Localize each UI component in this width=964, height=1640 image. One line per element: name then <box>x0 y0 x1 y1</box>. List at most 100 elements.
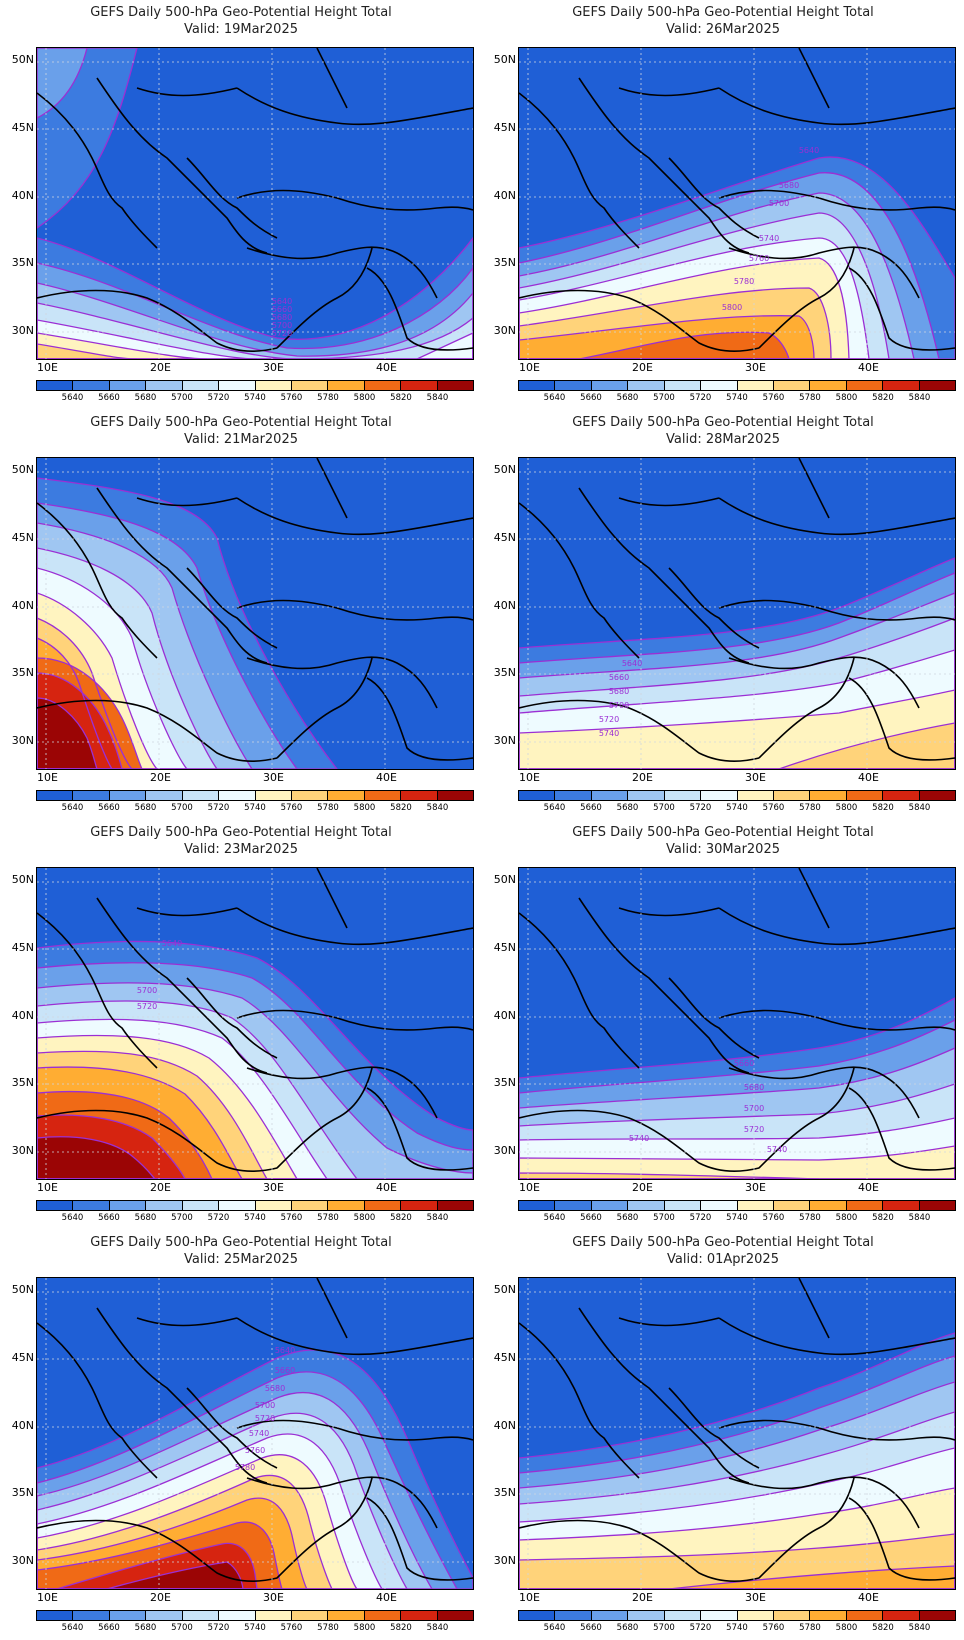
contour-line <box>778 722 955 769</box>
colorbar-swatch <box>291 791 329 800</box>
colorbar-swatch <box>555 1611 592 1620</box>
colorbar-swatch <box>519 791 556 800</box>
y-tick-label: 40N <box>493 599 516 612</box>
colorbar-swatch <box>846 791 884 800</box>
y-tick-label: 30N <box>493 734 516 747</box>
colorbar-label: 5820 <box>390 1213 412 1223</box>
x-tick-label: 40E <box>376 361 397 374</box>
contour-line <box>37 477 338 769</box>
y-tick-label: 40N <box>11 1009 34 1022</box>
colorbar-swatch <box>219 1201 256 1210</box>
contour-line <box>37 1521 283 1589</box>
y-tick-label: 35N <box>11 1486 34 1499</box>
contour-line <box>37 672 123 769</box>
colorbar-label: 5820 <box>390 803 412 813</box>
contour-label: 5640 <box>162 939 182 948</box>
contour-line <box>519 237 870 359</box>
contour-line <box>37 522 253 769</box>
contour-line <box>519 192 915 359</box>
panel-title: GEFS Daily 500-hPa Geo-Potential Height … <box>572 825 874 840</box>
geopotential-map <box>518 1277 956 1590</box>
x-tick-label: 30E <box>745 361 766 374</box>
colorbar-label: 5720 <box>207 393 230 403</box>
contour-line <box>519 997 955 1179</box>
colorbar-label: 5740 <box>244 1213 266 1223</box>
colorbar-swatch <box>737 1201 774 1210</box>
colorbar-label: 5820 <box>872 1623 894 1633</box>
colorbar-swatch <box>591 1201 629 1210</box>
y-tick-label: 40N <box>11 189 34 202</box>
y-tick-label: 50N <box>493 873 516 886</box>
y-tick-label: 50N <box>11 873 34 886</box>
y-tick-label: 30N <box>493 324 516 337</box>
colorbar-label: 5840 <box>426 393 449 403</box>
colorbar-label: 5700 <box>171 1213 193 1223</box>
contour-label: 5740 <box>767 1145 787 1154</box>
colorbar-label: 5840 <box>426 803 449 813</box>
contour-line <box>37 1018 328 1179</box>
colorbar-label: 5700 <box>653 393 675 403</box>
contour-line <box>37 48 88 119</box>
contour-line <box>519 1083 955 1179</box>
colorbar-swatch <box>109 381 147 390</box>
x-tick-label: 10E <box>37 361 58 374</box>
colorbar-label: 5660 <box>580 803 602 813</box>
colorbar-swatch <box>291 381 329 390</box>
panel-title: GEFS Daily 500-hPa Geo-Potential Height … <box>90 1235 392 1250</box>
colorbar-label: 5640 <box>543 1213 566 1223</box>
height-band <box>107 1562 243 1589</box>
coastline <box>519 48 955 353</box>
colorbar-swatch <box>37 1201 74 1210</box>
height-band <box>37 344 137 359</box>
contour-line <box>37 236 473 359</box>
contour-line <box>37 592 158 769</box>
coastline <box>519 1278 955 1583</box>
contour-label: 5640 <box>799 146 819 155</box>
colorbar-swatch <box>773 1201 811 1210</box>
panel-valid-date: Valid: 26Mar2025 <box>666 22 780 37</box>
colorbar-swatch <box>146 381 183 390</box>
colorbar-swatch <box>919 1611 956 1620</box>
contour-label: 5720 <box>272 329 292 338</box>
contour-line <box>37 1050 268 1179</box>
geopotential-map <box>36 457 474 770</box>
x-tick-label: 20E <box>632 1181 653 1194</box>
colorbar-swatch <box>555 791 592 800</box>
colorbar-swatch <box>919 791 956 800</box>
panel-title: GEFS Daily 500-hPa Geo-Potential Height … <box>572 1235 874 1250</box>
colorbar-label: 5780 <box>799 803 821 813</box>
coastline <box>519 458 955 763</box>
colorbar <box>518 1200 956 1211</box>
contour-line <box>37 1090 213 1179</box>
colorbar-label: 5740 <box>726 803 748 813</box>
y-tick-label: 30N <box>11 324 34 337</box>
x-tick-label: 10E <box>37 1181 58 1194</box>
panel-title: GEFS Daily 500-hPa Geo-Potential Height … <box>90 825 392 840</box>
colorbar-label: 5820 <box>872 1213 894 1223</box>
colorbar-label: 5680 <box>616 393 639 403</box>
contour-line <box>519 1332 955 1589</box>
colorbar-label: 5760 <box>762 803 785 813</box>
contour-label: 5700 <box>137 986 157 995</box>
colorbar-label: 5800 <box>353 803 376 813</box>
contour-label: 5640 <box>622 659 642 668</box>
contour-line <box>37 1000 358 1179</box>
colorbar-label: 5780 <box>799 1213 821 1223</box>
contour-line <box>37 617 133 769</box>
contour-line <box>519 287 832 359</box>
x-tick-label: 40E <box>858 1181 879 1194</box>
colorbar-swatch <box>182 381 220 390</box>
x-tick-label: 40E <box>376 1591 397 1604</box>
x-tick-label: 10E <box>519 361 540 374</box>
colorbar-swatch <box>846 1201 884 1210</box>
colorbar-swatch <box>73 1201 110 1210</box>
colorbar-swatch <box>437 381 474 390</box>
colorbar-swatch <box>401 381 438 390</box>
map-canvas: 5660 5680 5700 5720 5740 5740 <box>519 868 955 1179</box>
colorbar-label: 5720 <box>689 1623 712 1633</box>
x-tick-label: 20E <box>632 771 653 784</box>
colorbar-swatch <box>773 791 811 800</box>
colorbar-label: 5680 <box>616 803 639 813</box>
colorbar-label: 5660 <box>580 1213 602 1223</box>
colorbar-label: 5740 <box>244 803 266 813</box>
